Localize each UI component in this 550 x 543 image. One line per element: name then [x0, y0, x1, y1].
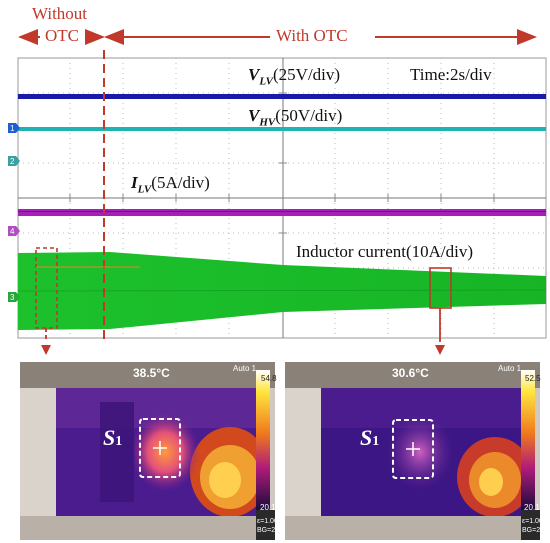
right-min: 20.1 — [524, 503, 540, 512]
left-temp: 38.5°C — [133, 366, 170, 380]
thermal-images — [20, 362, 540, 540]
left-auto: Auto 1 — [233, 364, 257, 373]
without-otc-label: Without — [32, 4, 88, 23]
oscilloscope-panel: 1 2 4 3 — [8, 50, 547, 342]
left-crosshair-icon — [153, 441, 167, 455]
inductor-current-band — [18, 252, 546, 330]
ilv-label: ILV(5A/div) — [131, 173, 210, 196]
ilv-trace — [18, 209, 546, 216]
otc-label-left: OTC — [45, 26, 79, 45]
right-crosshair-icon — [406, 442, 420, 456]
svg-text:4: 4 — [10, 227, 15, 236]
time-label: Time:2s/div — [410, 65, 492, 84]
left-s1-box — [139, 418, 181, 478]
svg-text:2: 2 — [10, 157, 15, 166]
svg-text:3: 3 — [10, 293, 15, 302]
right-eps: ε=1.00 — [522, 518, 543, 525]
channel-marker-1 — [8, 123, 20, 133]
right-bg: BG=22.0 — [522, 527, 550, 534]
thermal-left — [20, 362, 275, 540]
header-arrows — [18, 29, 537, 45]
vhv-trace — [18, 127, 546, 131]
thermal-right — [285, 362, 540, 540]
right-arrowhead — [435, 345, 445, 355]
svg-text:1: 1 — [10, 124, 15, 133]
left-min: 20.1 — [260, 503, 276, 512]
left-max: 54.8 — [261, 374, 277, 383]
right-s1-label: S1 — [360, 425, 380, 450]
left-bg: BG=22.0 — [257, 527, 285, 534]
right-temp: 30.6°C — [392, 366, 429, 380]
channel-marker-4 — [8, 226, 20, 236]
vlv-label: VLV(25V/div) — [248, 65, 341, 88]
left-arrowhead — [41, 345, 51, 355]
inductor-current-label: Inductor current(10A/div) — [296, 242, 474, 261]
right-auto: Auto 1 — [498, 364, 522, 373]
right-s1-box — [392, 419, 434, 479]
left-highlight-box — [35, 247, 58, 329]
left-s1-label: S1 — [103, 425, 123, 450]
channel-marker-2 — [8, 156, 20, 166]
right-max: 52.5 — [525, 374, 541, 383]
left-eps: ε=1.00 — [257, 518, 278, 525]
with-otc-label: With OTC — [276, 26, 348, 45]
channel-marker-3 — [8, 292, 20, 302]
vhv-label: VHV(50V/div) — [248, 106, 343, 129]
vlv-trace — [18, 94, 546, 99]
